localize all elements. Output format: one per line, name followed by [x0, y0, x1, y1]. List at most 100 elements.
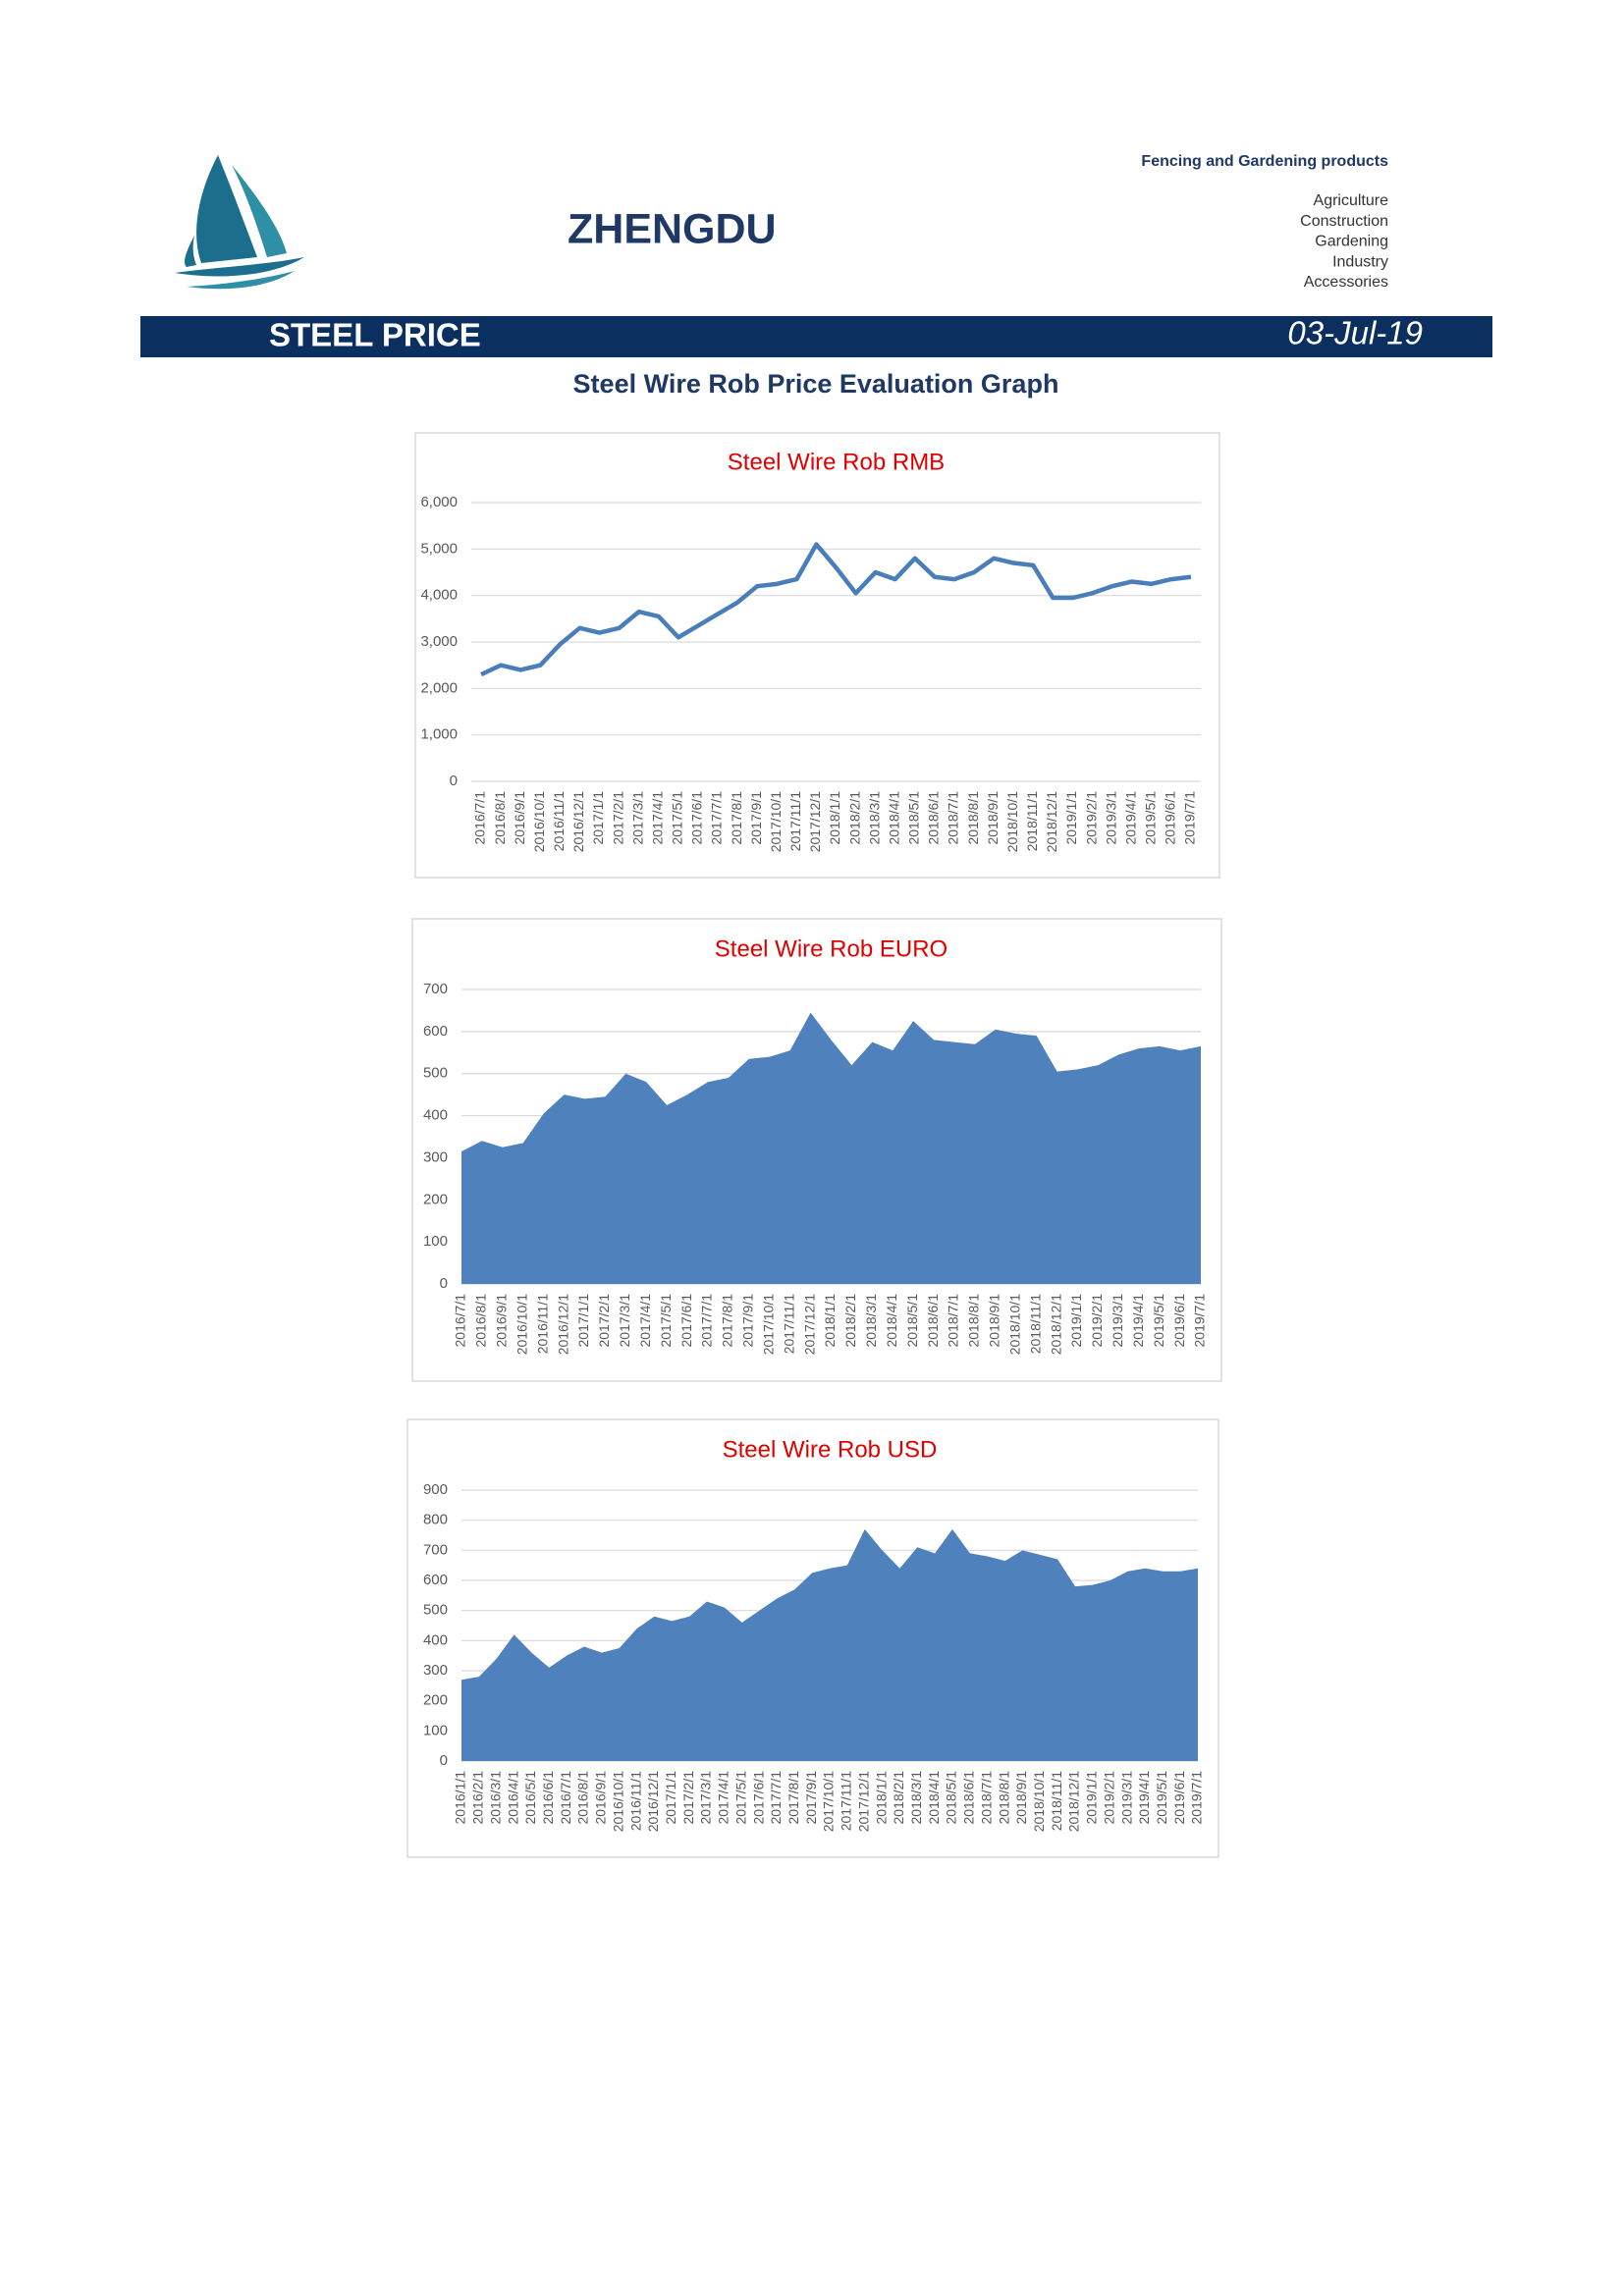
x-tick-label: 2019/1/1 — [1063, 791, 1079, 845]
x-tick-label: 2017/1/1 — [590, 791, 606, 845]
x-tick-label: 2017/2/1 — [610, 791, 625, 845]
x-tick-label: 2018/3/1 — [863, 1294, 879, 1348]
subtitle: Steel Wire Rob Price Evaluation Graph — [573, 369, 1059, 399]
y-tick-label: 400 — [423, 1107, 448, 1124]
y-tick-label: 200 — [423, 1191, 448, 1207]
banner — [140, 316, 1492, 357]
x-tick-label: 2017/11/1 — [787, 791, 803, 851]
x-tick-label: 2017/9/1 — [803, 1771, 819, 1825]
x-tick-label: 2018/2/1 — [846, 791, 862, 845]
x-tick-label: 2017/1/1 — [663, 1771, 678, 1825]
x-tick-label: 2016/7/1 — [558, 1771, 573, 1825]
x-tick-label: 2016/5/1 — [522, 1771, 538, 1825]
y-tick-label: 700 — [423, 981, 448, 997]
y-tick-label: 2,000 — [420, 679, 458, 696]
product: Construction — [1300, 213, 1388, 230]
x-tick-label: 2017/7/1 — [709, 791, 725, 845]
x-tick-label: 2018/3/1 — [866, 791, 882, 845]
x-tick-label: 2016/11/1 — [534, 1294, 550, 1354]
x-tick-label: 2017/10/1 — [760, 1294, 776, 1355]
x-tick-label: 2016/8/1 — [575, 1771, 591, 1825]
x-tick-label: 2018/1/1 — [822, 1294, 838, 1348]
y-tick-label: 100 — [423, 1722, 448, 1738]
x-tick-label: 2017/7/1 — [699, 1294, 715, 1348]
x-tick-label: 2016/1/1 — [453, 1771, 468, 1825]
y-tick-label: 5,000 — [420, 540, 458, 557]
banner-title: STEEL PRICE — [269, 317, 481, 353]
logo-wave — [175, 257, 304, 277]
x-tick-label: 2018/9/1 — [1013, 1771, 1029, 1825]
x-tick-label: 2017/10/1 — [821, 1771, 837, 1832]
x-tick-label: 2019/1/1 — [1068, 1294, 1084, 1348]
x-tick-label: 2019/4/1 — [1122, 791, 1138, 845]
x-tick-label: 2016/10/1 — [531, 791, 547, 852]
x-tick-label: 2017/6/1 — [689, 791, 705, 845]
x-tick-label: 2019/7/1 — [1192, 1294, 1208, 1348]
y-tick-label: 800 — [423, 1512, 448, 1528]
x-tick-label: 2017/5/1 — [670, 791, 685, 845]
line — [480, 542, 1192, 677]
x-tick-label: 2016/3/1 — [487, 1771, 503, 1825]
x-tick-label: 2017/9/1 — [740, 1294, 756, 1348]
x-tick-label: 2016/11/1 — [627, 1771, 643, 1831]
y-tick-label: 300 — [423, 1148, 448, 1165]
y-tick-label: 0 — [440, 1752, 448, 1769]
x-tick-label: 2018/6/1 — [961, 1771, 977, 1825]
x-tick-label: 2017/11/1 — [839, 1771, 854, 1831]
x-tick-label: 2018/11/1 — [1024, 791, 1040, 851]
x-tick-label: 2017/10/1 — [768, 791, 784, 852]
x-tick-label: 2018/11/1 — [1027, 1294, 1043, 1354]
y-tick-label: 600 — [423, 1572, 448, 1588]
x-tick-label: 2018/1/1 — [827, 791, 842, 845]
x-tick-label: 2019/7/1 — [1189, 1771, 1205, 1825]
y-tick-label: 500 — [423, 1065, 448, 1082]
x-tick-label: 2017/2/1 — [680, 1771, 696, 1825]
y-tick-label: 300 — [423, 1662, 448, 1679]
x-tick-label: 2017/3/1 — [629, 791, 645, 845]
x-tick-label: 2018/3/1 — [908, 1771, 924, 1825]
y-tick-label: 200 — [423, 1692, 448, 1709]
x-tick-label: 2018/2/1 — [842, 1294, 858, 1348]
y-tick-label: 600 — [423, 1023, 448, 1040]
product: Accessories — [1304, 274, 1388, 291]
y-tick-label: 0 — [440, 1275, 448, 1292]
x-tick-label: 2016/8/1 — [492, 791, 508, 845]
x-tick-label: 2017/5/1 — [658, 1294, 674, 1348]
x-tick-label: 2016/9/1 — [512, 791, 527, 845]
x-tick-label: 2019/4/1 — [1136, 1771, 1152, 1825]
x-tick-label: 2019/3/1 — [1103, 791, 1118, 845]
x-tick-label: 2019/1/1 — [1084, 1771, 1100, 1825]
company-name: ZHENGDU — [568, 205, 777, 252]
y-tick-label: 6,000 — [420, 494, 458, 510]
x-tick-label: 2018/10/1 — [1031, 1771, 1047, 1832]
x-tick-label: 2017/1/1 — [575, 1294, 591, 1348]
x-tick-label: 2019/6/1 — [1163, 791, 1178, 845]
x-tick-label: 2017/8/1 — [720, 1294, 735, 1348]
tagline: Fencing and Gardening products — [1141, 153, 1388, 170]
x-tick-label: 2019/5/1 — [1151, 1294, 1166, 1348]
x-tick-label: 2016/4/1 — [505, 1771, 520, 1825]
x-tick-label: 2017/3/1 — [617, 1294, 632, 1348]
logo-sail — [184, 236, 196, 267]
x-tick-label: 2018/8/1 — [966, 1294, 982, 1348]
x-tick-label: 2018/8/1 — [965, 791, 981, 845]
x-tick-label: 2016/7/1 — [472, 791, 488, 845]
x-tick-label: 2019/7/1 — [1182, 791, 1198, 845]
x-tick-label: 2018/7/1 — [946, 791, 961, 845]
x-tick-label: 2016/10/1 — [610, 1771, 625, 1832]
x-tick-label: 2018/5/1 — [904, 1294, 920, 1348]
y-tick-label: 100 — [423, 1233, 448, 1250]
x-tick-label: 2017/2/1 — [596, 1294, 612, 1348]
x-tick-label: 2018/10/1 — [1004, 791, 1020, 852]
x-tick-label: 2017/6/1 — [678, 1294, 694, 1348]
logo-wave — [187, 271, 295, 290]
product: Agriculture — [1314, 192, 1389, 209]
x-tick-label: 2017/3/1 — [698, 1771, 714, 1825]
x-tick-label: 2017/8/1 — [785, 1771, 801, 1825]
x-tick-label: 2016/12/1 — [645, 1771, 661, 1832]
x-tick-label: 2019/3/1 — [1118, 1771, 1134, 1825]
x-tick-label: 2017/12/1 — [807, 791, 823, 852]
x-tick-label: 2016/6/1 — [540, 1771, 556, 1825]
x-tick-label: 2018/2/1 — [891, 1771, 906, 1825]
product: Gardening — [1315, 234, 1388, 250]
